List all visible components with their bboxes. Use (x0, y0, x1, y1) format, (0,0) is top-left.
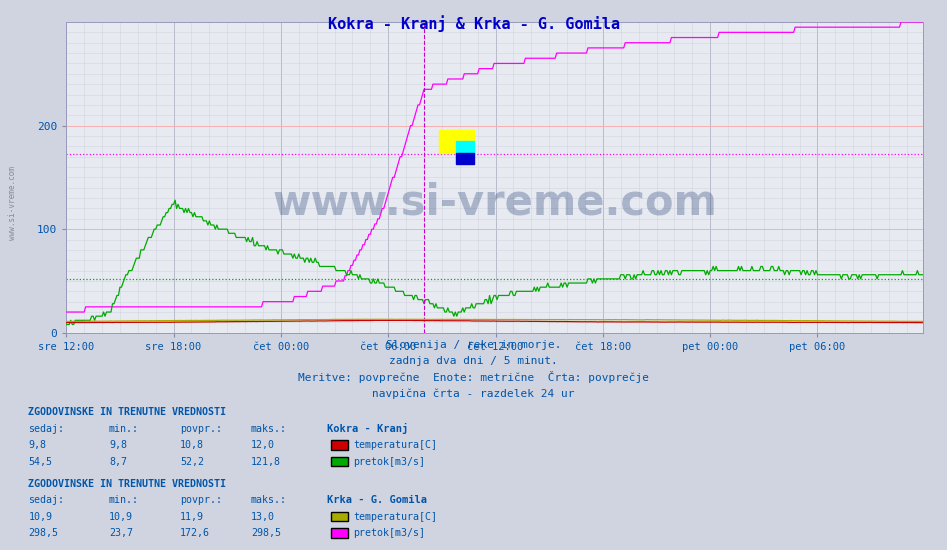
Text: 54,5: 54,5 (28, 456, 52, 467)
Text: 9,8: 9,8 (109, 440, 127, 450)
Text: Slovenija / reke in morje.: Slovenija / reke in morje. (385, 339, 562, 350)
Text: Kokra - Kranj: Kokra - Kranj (327, 423, 408, 434)
Text: povpr.:: povpr.: (180, 424, 222, 434)
Text: povpr.:: povpr.: (180, 495, 222, 505)
Text: sedaj:: sedaj: (28, 424, 64, 434)
Text: 10,9: 10,9 (109, 512, 133, 522)
Bar (456, 152, 474, 164)
Text: temperatura[C]: temperatura[C] (353, 440, 438, 450)
Text: ZGODOVINSKE IN TRENUTNE VREDNOSTI: ZGODOVINSKE IN TRENUTNE VREDNOSTI (28, 478, 226, 489)
Text: 121,8: 121,8 (251, 456, 281, 467)
Text: pretok[m3/s]: pretok[m3/s] (353, 456, 425, 467)
Text: 9,8: 9,8 (28, 440, 46, 450)
Text: pretok[m3/s]: pretok[m3/s] (353, 528, 425, 538)
Bar (456, 141, 474, 152)
Text: temperatura[C]: temperatura[C] (353, 512, 438, 522)
Text: ZGODOVINSKE IN TRENUTNE VREDNOSTI: ZGODOVINSKE IN TRENUTNE VREDNOSTI (28, 407, 226, 417)
Text: 172,6: 172,6 (180, 528, 210, 538)
Text: Kokra - Kranj & Krka - G. Gomila: Kokra - Kranj & Krka - G. Gomila (328, 15, 619, 32)
Bar (439, 130, 474, 152)
Text: Meritve: povprečne  Enote: metrične  Črta: povprečje: Meritve: povprečne Enote: metrične Črta:… (298, 371, 649, 383)
Text: Krka - G. Gomila: Krka - G. Gomila (327, 495, 427, 505)
Text: www.si-vreme.com: www.si-vreme.com (8, 167, 17, 240)
Text: 11,9: 11,9 (180, 512, 204, 522)
Text: 10,9: 10,9 (28, 512, 52, 522)
Text: 23,7: 23,7 (109, 528, 133, 538)
Text: 13,0: 13,0 (251, 512, 275, 522)
Text: maks.:: maks.: (251, 424, 287, 434)
Text: 298,5: 298,5 (28, 528, 59, 538)
Text: 298,5: 298,5 (251, 528, 281, 538)
Text: sedaj:: sedaj: (28, 495, 64, 505)
Text: www.si-vreme.com: www.si-vreme.com (273, 182, 717, 223)
Text: zadnja dva dni / 5 minut.: zadnja dva dni / 5 minut. (389, 356, 558, 366)
Text: 8,7: 8,7 (109, 456, 127, 467)
Text: 10,8: 10,8 (180, 440, 204, 450)
Text: 12,0: 12,0 (251, 440, 275, 450)
Text: 52,2: 52,2 (180, 456, 204, 467)
Text: maks.:: maks.: (251, 495, 287, 505)
Text: min.:: min.: (109, 495, 139, 505)
Text: min.:: min.: (109, 424, 139, 434)
Text: navpična črta - razdelek 24 ur: navpična črta - razdelek 24 ur (372, 389, 575, 399)
